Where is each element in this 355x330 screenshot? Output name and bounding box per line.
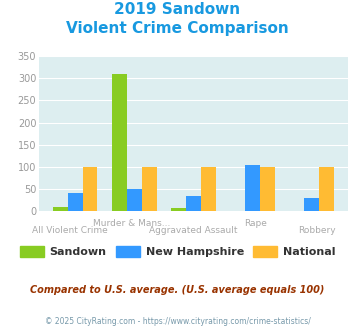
- Bar: [142, 167, 157, 211]
- Bar: [68, 193, 83, 211]
- Bar: [186, 196, 201, 211]
- Text: Rape: Rape: [244, 219, 267, 228]
- Bar: [127, 189, 142, 211]
- Bar: [245, 165, 260, 211]
- Bar: [83, 167, 97, 211]
- Text: Murder & Mans...: Murder & Mans...: [93, 219, 170, 228]
- Text: Compared to U.S. average. (U.S. average equals 100): Compared to U.S. average. (U.S. average …: [30, 285, 325, 295]
- Bar: [171, 208, 186, 211]
- Text: All Violent Crime: All Violent Crime: [32, 226, 108, 235]
- Bar: [53, 207, 68, 211]
- Text: Robbery: Robbery: [298, 226, 336, 235]
- Text: Aggravated Assault: Aggravated Assault: [149, 226, 238, 235]
- Bar: [112, 74, 127, 211]
- Bar: [260, 167, 275, 211]
- Text: Violent Crime Comparison: Violent Crime Comparison: [66, 21, 289, 36]
- Bar: [201, 167, 215, 211]
- Bar: [304, 198, 319, 211]
- Text: 2019 Sandown: 2019 Sandown: [114, 2, 241, 16]
- Text: © 2025 CityRating.com - https://www.cityrating.com/crime-statistics/: © 2025 CityRating.com - https://www.city…: [45, 317, 310, 326]
- Bar: [319, 167, 334, 211]
- Legend: Sandown, New Hampshire, National: Sandown, New Hampshire, National: [15, 242, 340, 262]
